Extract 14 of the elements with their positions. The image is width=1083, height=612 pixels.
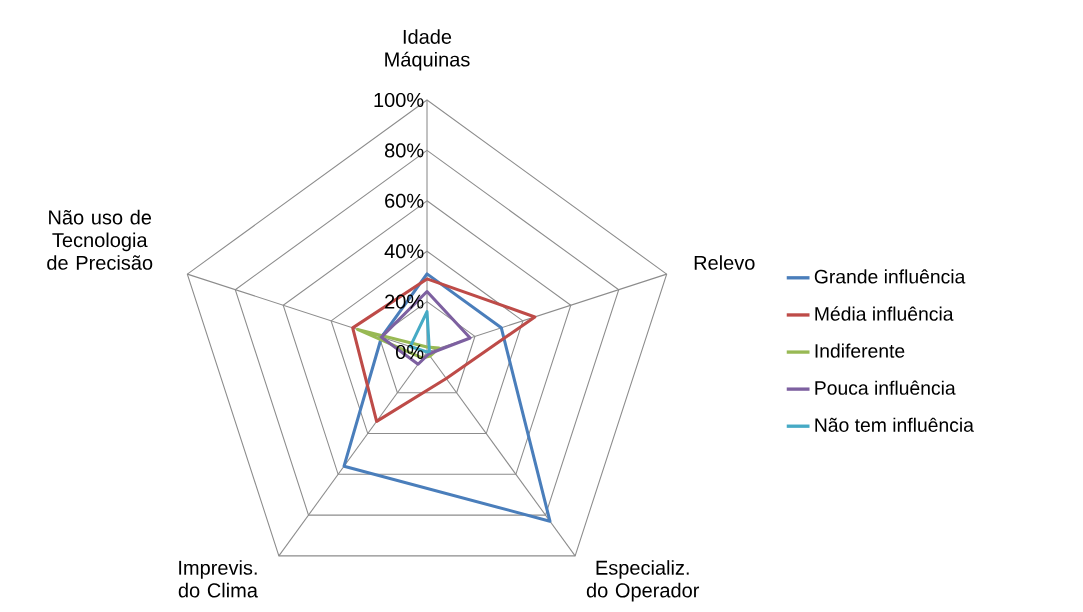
y-tick-label: 80% [384,143,424,158]
legend-label: Indiferente [815,343,905,358]
y-tick-label: 40% [384,244,424,259]
legend-label: Grande influência [814,269,966,284]
legend-label: Média influência [815,306,954,321]
legend-label: Não tem influência [815,417,974,432]
legend-label: Pouca influência [815,380,956,395]
y-tick-label: 100% [374,92,424,108]
spoke-label: Não uso de Tecnologia de Precisão [47,209,153,270]
spoke-label: Relevo [694,255,755,270]
spoke-label: Idade Máquinas [385,29,470,71]
spoke-label: Especializ. do Operador [586,560,700,602]
y-tick-label: 60% [385,193,424,208]
spoke-label: Imprevis. do Clima [178,560,258,598]
